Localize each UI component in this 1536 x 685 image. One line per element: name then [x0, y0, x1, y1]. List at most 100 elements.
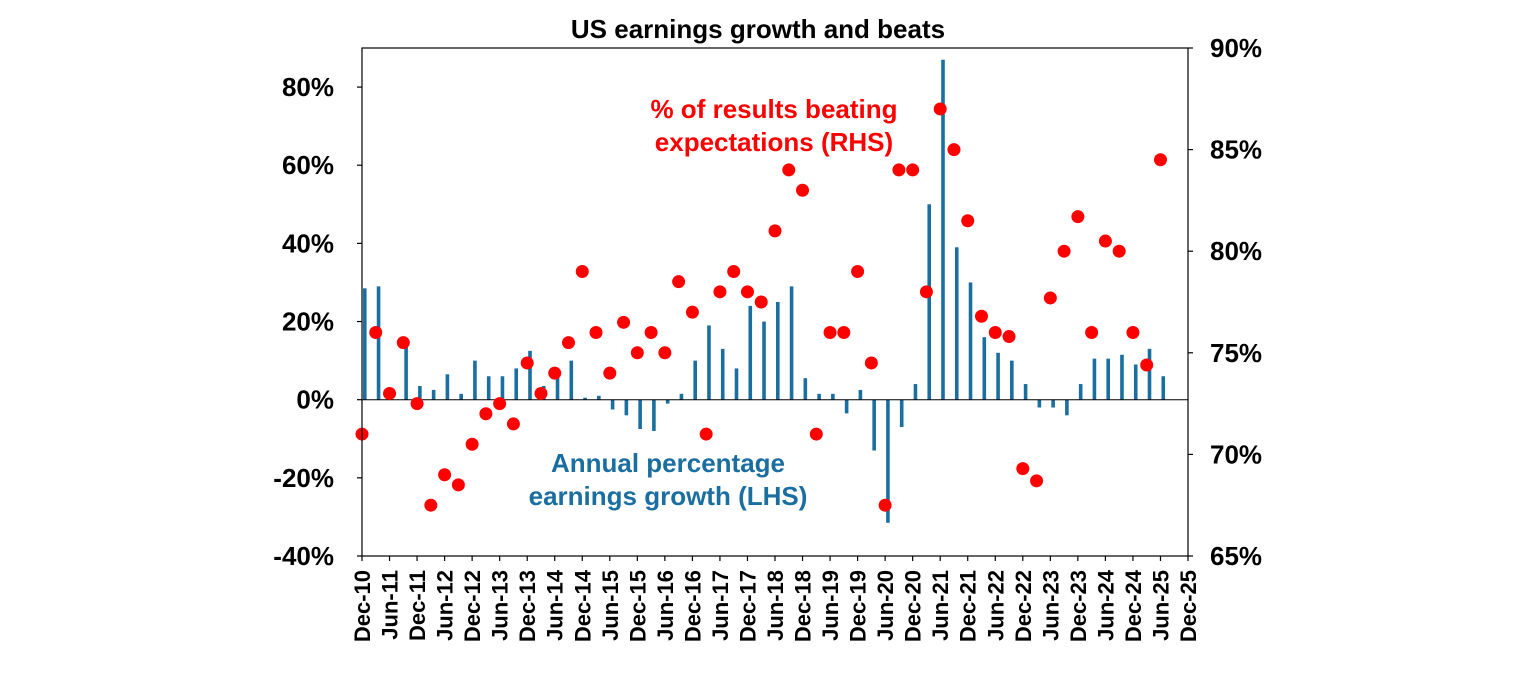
dot-Dec-14 — [575, 265, 589, 279]
dot-Mar-21 — [919, 285, 933, 299]
dot-Dec-13 — [520, 356, 534, 370]
left-tick-label: 60% — [282, 150, 334, 180]
bar-Mar-21 — [927, 204, 932, 400]
dot-Jun-13 — [493, 397, 507, 411]
x-tick-label: Dec-24 — [1121, 569, 1146, 642]
bar-Mar-15 — [597, 395, 601, 400]
axes-layer — [361, 47, 1189, 557]
left-tick-label: -40% — [273, 541, 334, 571]
dot-Mar-20 — [864, 356, 878, 370]
dot-Dec-11 — [410, 397, 424, 411]
right-tick-label: 70% — [1210, 439, 1262, 469]
bars-layer — [363, 59, 1166, 523]
dot-Jun-18 — [768, 224, 782, 238]
dot-Dec-12 — [465, 437, 479, 451]
bar-Dec-16 — [693, 360, 697, 400]
left-tick-label: 0% — [296, 385, 334, 415]
dot-Dec-18 — [796, 183, 810, 197]
x-tick-label: Jun-25 — [1148, 570, 1173, 641]
x-tick-label: Dec-16 — [680, 570, 705, 642]
bar-Jun-23 — [1051, 399, 1055, 408]
x-tick-label: Jun-15 — [598, 570, 623, 641]
x-tick-label: Jun-22 — [983, 570, 1008, 641]
bar-Dec-22 — [1023, 384, 1028, 400]
dot-Jun-24 — [1098, 234, 1112, 248]
bar-Sep-11 — [404, 343, 408, 400]
dot-Mar-19 — [809, 427, 823, 441]
right-tick-label: 65% — [1210, 541, 1262, 571]
annotation-beats-line: % of results beating — [650, 94, 897, 124]
dot-Sep-23 — [1057, 244, 1071, 258]
dot-Jun-20 — [878, 498, 892, 512]
bar-Mar-17 — [707, 325, 711, 400]
x-tick-label: Jun-13 — [488, 570, 513, 641]
bar-Jun-17 — [720, 348, 725, 400]
dot-Mar-15 — [589, 325, 603, 339]
bar-Sep-17 — [734, 368, 739, 400]
x-tick-label: Dec-22 — [1011, 570, 1036, 642]
dot-Jun-16 — [658, 346, 672, 360]
x-tick-label: Dec-10 — [350, 570, 375, 642]
bar-Dec-18 — [803, 378, 808, 400]
dot-Mar-24 — [1085, 325, 1099, 339]
x-tick-label: Dec-23 — [1066, 570, 1091, 642]
bar-Mar-20 — [872, 399, 876, 451]
bar-Sep-12 — [459, 393, 463, 400]
dot-Dec-20 — [906, 163, 920, 177]
dot-Jun-15 — [603, 366, 617, 380]
x-tick-label: Dec-21 — [956, 570, 981, 642]
bar-Mar-24 — [1092, 358, 1097, 400]
bar-Sep-19 — [844, 399, 849, 414]
right-tick-label: 75% — [1210, 338, 1262, 368]
x-tick-label: Jun-14 — [543, 569, 568, 641]
dot-Sep-24 — [1112, 244, 1126, 258]
bar-Dec-13 — [528, 350, 532, 400]
x-tick-label: Dec-15 — [625, 570, 650, 642]
dot-Jun-19 — [823, 325, 837, 339]
bar-Sep-13 — [514, 368, 519, 400]
dot-Jun-25 — [1153, 153, 1167, 167]
bar-Sep-18 — [789, 286, 794, 400]
left-tick-label: 80% — [282, 72, 334, 102]
x-tick-label: Dec-20 — [901, 570, 926, 642]
bar-Jun-15 — [610, 399, 615, 410]
dot-Jun-21 — [933, 102, 947, 116]
bar-Sep-20 — [899, 399, 904, 428]
x-tick-label: Dec-19 — [846, 570, 871, 642]
bar-Jun-21 — [941, 59, 945, 400]
dot-Dec-16 — [685, 305, 699, 319]
x-tick-label: Jun-16 — [653, 570, 678, 641]
dot-Dec-24 — [1126, 325, 1140, 339]
x-tick-label: Dec-25 — [1176, 570, 1201, 642]
dot-Mar-18 — [754, 295, 768, 309]
dot-Sep-13 — [506, 417, 520, 431]
bar-Dec-17 — [748, 305, 753, 400]
dot-Mar-22 — [975, 309, 988, 323]
plot-frame — [361, 47, 1189, 557]
bar-Mar-19 — [817, 393, 821, 400]
bar-Jun-25 — [1161, 376, 1166, 400]
dot-Mar-14 — [534, 386, 548, 400]
bar-Jun-19 — [831, 393, 835, 400]
annotation-growth-line: earnings growth (LHS) — [529, 481, 808, 511]
x-tick-label: Dec-13 — [515, 570, 540, 642]
bar-Jun-14 — [555, 372, 560, 400]
bar-Dec-11 — [418, 386, 422, 400]
right-axis-ticks: 65% 70% 75% 80% 85% 90% — [1188, 33, 1262, 571]
x-tick-label: Dec-17 — [735, 570, 760, 642]
dot-Mar-11 — [369, 325, 383, 339]
x-tick-label: Jun-23 — [1038, 570, 1063, 641]
bar-Dec-20 — [913, 384, 918, 400]
bar-Jun-16 — [665, 399, 670, 404]
dot-Mar-13 — [479, 407, 493, 421]
dot-Mar-17 — [699, 427, 713, 441]
x-axis-ticks: Dec-10 Jun-11 Dec-11 Jun-12 Dec-12 Jun-13 Dec-… — [350, 556, 1201, 642]
dot-Mar-16 — [644, 325, 658, 339]
dot-Sep-12 — [451, 478, 465, 492]
left-tick-label: 20% — [282, 307, 334, 337]
x-tick-label: Dec-18 — [791, 570, 816, 642]
bar-Dec-12 — [473, 360, 477, 400]
x-tick-label: Jun-18 — [763, 570, 788, 641]
dot-Mar-25 — [1140, 358, 1154, 372]
